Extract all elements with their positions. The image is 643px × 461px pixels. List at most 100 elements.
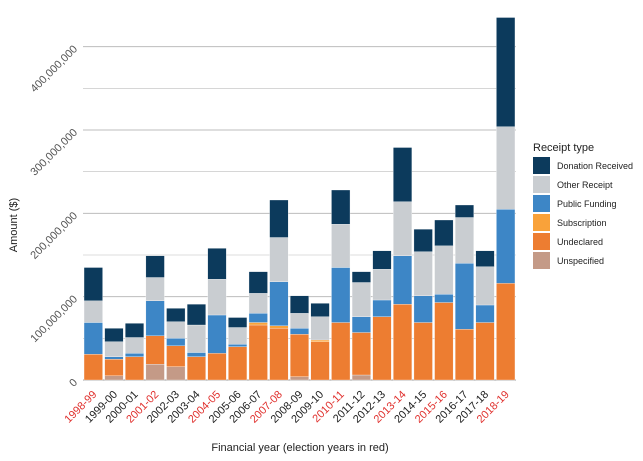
bar-segment-donation-received [413,229,433,252]
bar-segment-other-receipt [331,224,351,268]
bar-segment-other-receipt [186,324,206,353]
bar-segment-undeclared [145,335,165,365]
bar-segment-donation-received [83,267,103,301]
bar-segment-donation-received [310,303,330,317]
legend-swatch [533,176,550,193]
bar-segment-public-funding [228,344,248,347]
bar-segment-undeclared [351,332,371,376]
bar-segment-public-funding [434,294,454,303]
bar-segment-donation-received [496,17,516,127]
bar-segment-donation-received [372,250,392,270]
bar-segment-undeclared [413,322,433,381]
bar-segment-undeclared [207,353,227,381]
bar-segment-donation-received [331,189,351,225]
bar-segment-undeclared [331,322,351,381]
bar-segment-public-funding [207,314,227,354]
bar-segment-public-funding [125,353,144,357]
bar-segment-other-receipt [393,201,413,256]
bar-segment-unspecified [351,374,371,381]
y-axis-ticks: 0 100,000,000 200,000,000 300,000,000 400,00… [28,43,80,389]
bars-layer [83,17,516,381]
bar-segment-donation-received [104,328,124,342]
bar-segment-undeclared [166,345,186,367]
bar-segment-other-receipt [83,300,103,323]
bar-segment-unspecified [166,366,186,381]
legend-label: Undeclared [557,237,603,247]
bar-segment-undeclared [83,354,103,381]
bar-segment-other-receipt [269,237,289,282]
legend-label: Public Funding [557,199,617,209]
bar-segment-public-funding [393,255,413,305]
legend-label: Other Receipt [557,180,613,190]
legend-swatch [533,252,550,269]
bar-segment-public-funding [104,356,124,360]
bar-segment-donation-received [125,323,144,338]
x-axis-title: Financial year (election years in red) [211,442,388,454]
bar-segment-subscription [310,339,330,342]
y-tick-label: 200,000,000 [28,210,80,262]
bar-segment-public-funding [145,300,165,336]
bar-segment-unspecified [145,364,165,381]
bar-segment-undeclared [455,329,474,381]
legend-label: Subscription [557,218,607,228]
bar-segment-other-receipt [351,282,371,317]
bar-segment-public-funding [475,304,495,323]
y-tick-label: 0 [67,377,80,390]
bar-segment-donation-received [290,295,309,314]
bar-segment-undeclared [393,304,413,381]
bar-segment-other-receipt [455,217,474,264]
bar-segment-donation-received [166,308,186,322]
bar-segment-other-receipt [248,293,268,314]
bar-segment-subscription [269,325,289,329]
bar-segment-undeclared [496,283,516,381]
bar-segment-other-receipt [372,269,392,301]
bar-segment-other-receipt [228,327,248,345]
bar-segment-public-funding [290,328,309,335]
bar-segment-donation-received [475,250,495,267]
bar-segment-other-receipt [104,341,124,357]
bar-segment-unspecified [290,376,309,381]
y-tick-label: 100,000,000 [28,293,80,345]
y-tick-label: 300,000,000 [28,127,80,179]
bar-segment-public-funding [248,313,268,323]
bar-segment-other-receipt [434,245,454,295]
x-axis-ticks: 1998-991999-002000-012001-022002-032003-… [62,389,511,426]
bar-segment-donation-received [351,271,371,283]
bar-segment-public-funding [372,299,392,317]
bar-segment-undeclared [125,356,144,381]
legend-label: Unspecified [557,256,604,266]
bar-segment-public-funding [83,322,103,355]
bar-segment-donation-received [455,204,474,218]
bar-segment-donation-received [228,317,248,328]
bar-segment-subscription [248,322,268,326]
bar-segment-other-receipt [475,266,495,306]
legend-swatch [533,157,550,174]
bar-segment-donation-received [207,248,227,280]
bar-segment-other-receipt [310,316,330,341]
bar-segment-public-funding [269,281,289,326]
legend-label: Donation Received [557,161,633,171]
bar-segment-undeclared [186,356,206,381]
bar-segment-public-funding [351,316,371,333]
bar-segment-undeclared [269,328,289,381]
bar-segment-undeclared [310,341,330,381]
bar-segment-other-receipt [125,337,144,354]
bar-segment-public-funding [455,263,474,330]
bar-segment-donation-received [145,255,165,278]
legend-swatch [533,195,550,212]
legend-items: Donation Received Other Receipt Public Fun… [533,157,633,269]
bar-segment-public-funding [331,267,351,323]
bar-segment-other-receipt [166,321,186,339]
bar-segment-donation-received [248,271,268,294]
bar-segment-other-receipt [413,251,433,296]
bar-segment-public-funding [496,209,516,284]
bar-segment-other-receipt [290,313,309,329]
legend: Receipt type Donation Received Other Rece… [533,142,633,269]
legend-swatch [533,214,550,231]
bar-segment-undeclared [434,302,454,381]
bar-segment-other-receipt [145,277,165,301]
bar-segment-other-receipt [207,279,227,316]
bar-segment-unspecified [104,375,124,381]
bar-segment-undeclared [228,346,248,381]
